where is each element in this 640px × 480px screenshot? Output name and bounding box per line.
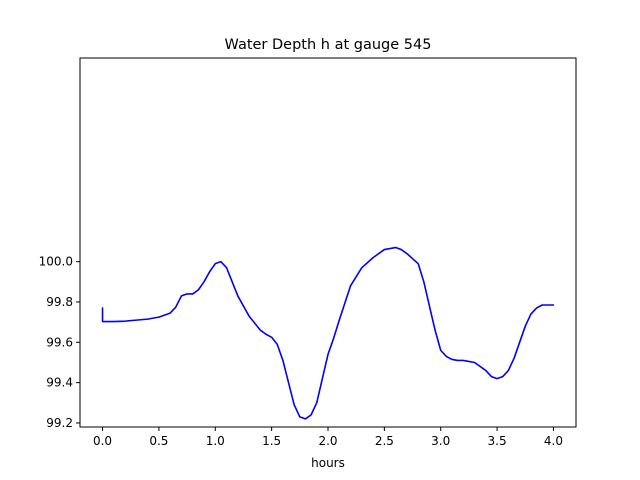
x-tick-label: 4.0 bbox=[544, 434, 563, 448]
series-line-0 bbox=[101, 246, 555, 420]
chart-title: Water Depth h at gauge 545 bbox=[225, 37, 432, 53]
y-tick-label: 100.0 bbox=[39, 255, 73, 269]
x-tick-label: 1.5 bbox=[262, 434, 281, 448]
x-axis: 0.0 0.5 1.0 1.5 2.0 2.5 3.0 3.5 4.0 bbox=[93, 427, 563, 448]
y-tick-label: 99.6 bbox=[46, 335, 73, 349]
y-tick-label: 99.8 bbox=[46, 295, 73, 309]
x-tick-label: 1.0 bbox=[206, 434, 225, 448]
x-tick-label: 2.5 bbox=[375, 434, 394, 448]
x-tick-label: 2.0 bbox=[318, 434, 337, 448]
x-tick-label: 0.5 bbox=[149, 434, 168, 448]
y-tick-label: 99.2 bbox=[46, 416, 73, 430]
series-layer bbox=[101, 246, 555, 420]
y-axis: 99.2 99.4 99.6 99.8 100.0 bbox=[39, 255, 80, 430]
y-tick-label: 99.4 bbox=[46, 376, 73, 390]
x-tick-label: 3.5 bbox=[488, 434, 507, 448]
x-tick-label: 3.0 bbox=[431, 434, 450, 448]
x-axis-label: hours bbox=[311, 456, 345, 470]
x-tick-label: 0.0 bbox=[93, 434, 112, 448]
